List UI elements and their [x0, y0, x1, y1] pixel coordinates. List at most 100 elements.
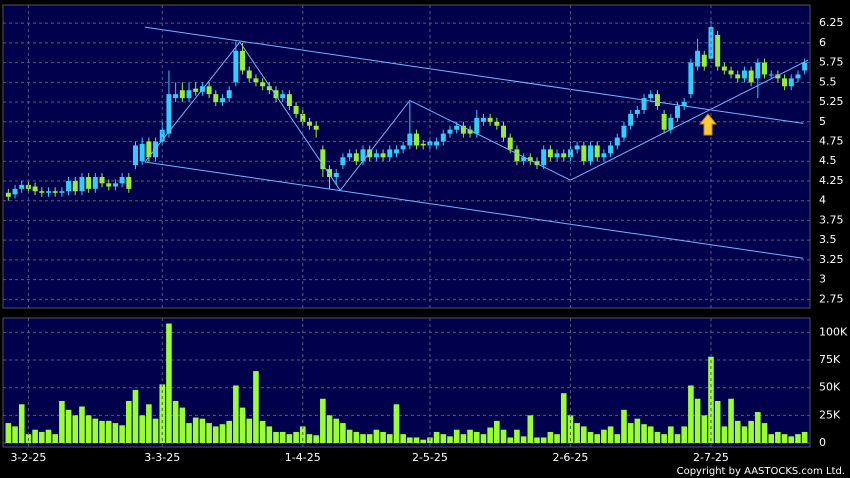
- volume-bar: [179, 407, 186, 443]
- candle-body: [373, 153, 379, 158]
- y-tick-label: 4.75: [819, 135, 844, 148]
- volume-bar: [601, 429, 607, 443]
- candle-body: [159, 129, 165, 142]
- candle-body: [414, 133, 420, 146]
- y-tick-label: 75K: [819, 353, 841, 366]
- candle-body: [447, 129, 453, 134]
- candle-body: [39, 191, 45, 193]
- volume-bar: [85, 415, 92, 443]
- candle-body: [72, 180, 78, 192]
- candle-body: [474, 117, 480, 134]
- candle-body: [92, 177, 98, 189]
- volume-bar: [72, 415, 79, 443]
- volume-bar: [761, 423, 768, 443]
- trend-line: [570, 59, 809, 181]
- volume-bar: [326, 415, 333, 443]
- volume-bar: [574, 423, 580, 443]
- candle-body: [400, 145, 406, 150]
- volume-bar: [286, 434, 293, 443]
- volume-bar: [467, 429, 473, 443]
- volume-bar: [614, 434, 621, 443]
- volume-bar: [313, 435, 319, 443]
- volume-bar: [741, 426, 748, 443]
- y-tick-label: 25K: [819, 408, 841, 421]
- y-tick-label: 5.75: [819, 56, 844, 69]
- candle-body: [233, 50, 239, 83]
- volume-bar: [92, 418, 99, 443]
- volume-bar: [273, 431, 279, 443]
- volume-bar: [621, 409, 627, 443]
- volume-bar: [514, 429, 520, 443]
- volume-bar: [775, 431, 781, 443]
- volume-bar: [500, 429, 507, 443]
- volume-bar: [567, 415, 574, 443]
- y-tick-label: 5: [819, 115, 826, 128]
- volume-bar: [206, 423, 212, 443]
- candle-body: [795, 74, 801, 79]
- candle-body: [688, 62, 694, 95]
- volume-bar: [540, 437, 547, 443]
- candle-body: [126, 177, 132, 189]
- candle-body: [153, 141, 159, 158]
- volume-bar: [139, 415, 145, 443]
- y-tick-label: 4: [819, 194, 826, 207]
- candle-body: [467, 129, 473, 134]
- volume-bar: [346, 429, 353, 443]
- candle-body: [735, 74, 741, 79]
- candle-body: [206, 86, 212, 95]
- volume-bar: [480, 434, 487, 443]
- volume-bar: [494, 420, 500, 443]
- candle-body: [648, 94, 654, 99]
- volume-bar: [105, 420, 112, 443]
- candle-body: [514, 149, 520, 162]
- volume-bar: [681, 426, 688, 443]
- volume-bar: [219, 424, 226, 443]
- candle-body: [755, 62, 761, 79]
- y-tick-label: 4.25: [819, 174, 844, 187]
- volume-bar: [152, 418, 159, 443]
- candle-body: [45, 191, 51, 193]
- candle-body: [748, 70, 754, 83]
- volume-bar: [708, 356, 714, 443]
- volume-bar: [199, 418, 206, 443]
- volume-bar: [627, 423, 634, 443]
- volume-bar: [641, 424, 647, 443]
- candle-body: [588, 145, 594, 162]
- volume-bar: [734, 420, 741, 443]
- volume-bar: [119, 425, 125, 443]
- candle-body: [300, 113, 306, 122]
- candle-body: [173, 94, 179, 99]
- candle-body: [554, 153, 560, 158]
- volume-bar: [112, 423, 119, 443]
- candle-body: [66, 180, 72, 192]
- volume-bar: [460, 434, 467, 443]
- candle-body: [353, 153, 359, 162]
- candle-body: [701, 54, 707, 67]
- candle-body: [293, 106, 299, 114]
- candle-body: [547, 149, 553, 158]
- volume-bar: [373, 429, 380, 443]
- trend-line: [144, 26, 804, 124]
- candle-body: [581, 145, 587, 162]
- candle-body: [166, 94, 172, 134]
- volume-bar: [527, 415, 534, 443]
- volume-bar: [340, 423, 346, 443]
- candle-body: [139, 143, 145, 162]
- candle-body: [561, 153, 567, 158]
- volume-bar: [654, 431, 661, 443]
- candle-body: [19, 184, 25, 189]
- candle-body: [668, 117, 674, 130]
- candle-body: [213, 94, 219, 103]
- candle-body: [460, 125, 466, 134]
- candle-body: [454, 125, 460, 130]
- volume-bar: [728, 398, 734, 443]
- candle-body: [99, 177, 105, 184]
- volume-bar: [701, 415, 708, 443]
- volume-bar: [453, 429, 460, 443]
- candle-body: [621, 125, 627, 138]
- y-tick-label: 6.25: [819, 16, 844, 29]
- candle-body: [641, 98, 647, 110]
- candle-body: [12, 188, 18, 195]
- candle-body: [320, 149, 326, 170]
